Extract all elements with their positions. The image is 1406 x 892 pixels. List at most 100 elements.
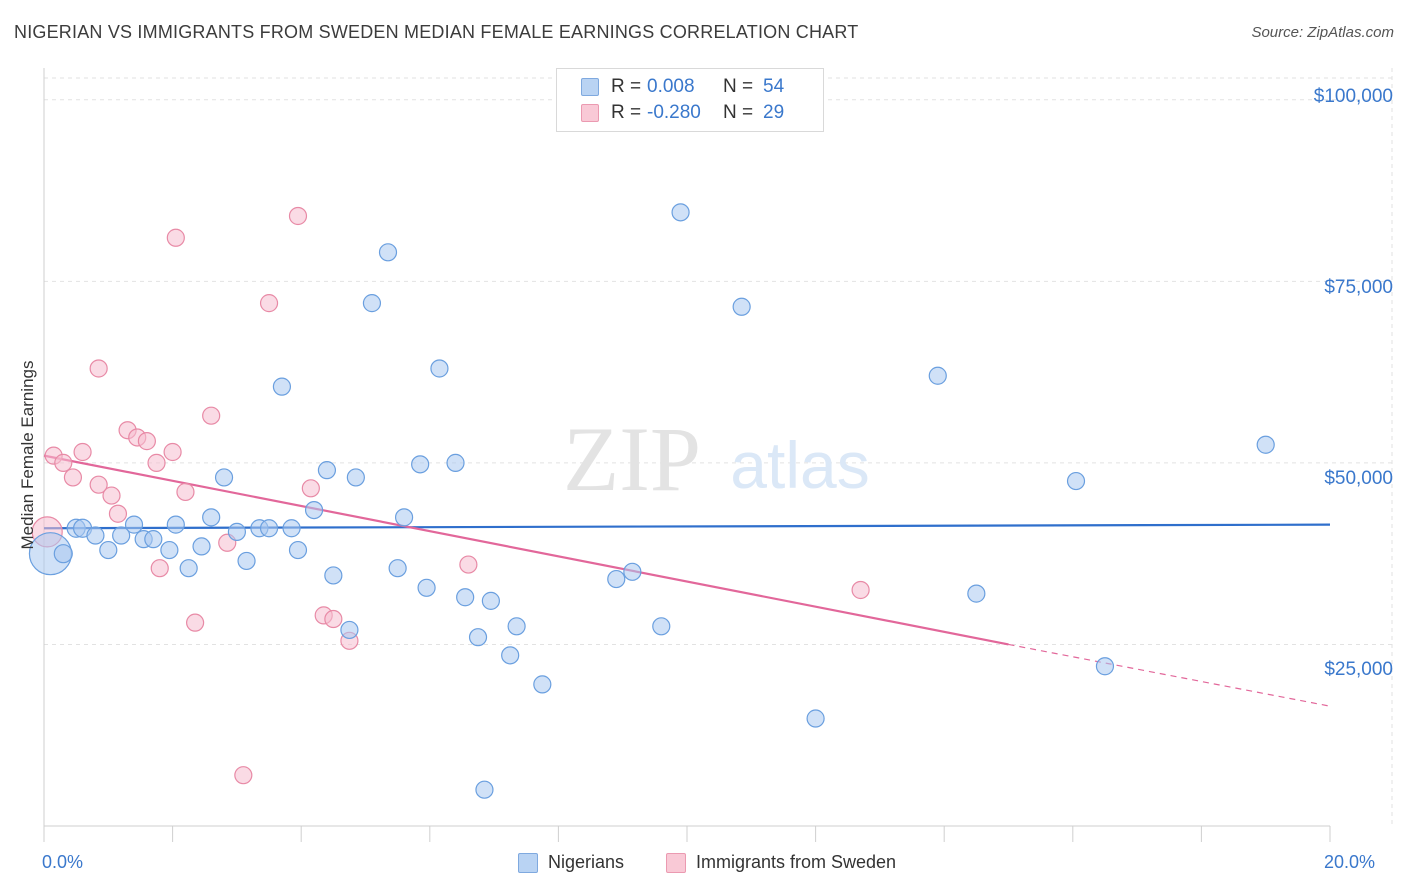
point-sweden <box>176 482 195 502</box>
point-sweden <box>234 766 253 785</box>
point-nigerian <box>456 588 475 607</box>
point-sweden <box>324 609 343 629</box>
stats-row-nigerians: R = 0.008 N = 54 <box>581 75 784 99</box>
point-nigerian <box>533 675 552 694</box>
watermark: ZIP atlas <box>563 408 870 510</box>
swatch-nigerians <box>581 78 599 96</box>
point-nigerian <box>237 551 256 571</box>
n-label: N = <box>723 76 754 97</box>
point-nigerian <box>1095 657 1115 676</box>
point-nigerian <box>411 455 430 474</box>
watermark-atlas: atlas <box>730 428 869 502</box>
point-nigerian <box>112 526 131 545</box>
point-nigerian <box>324 566 343 585</box>
point-nigerian <box>144 530 163 549</box>
point-sweden <box>147 453 166 472</box>
point-nigerian <box>732 297 751 316</box>
data-points <box>28 203 1275 799</box>
n-value: 54 <box>763 76 785 97</box>
point-sweden <box>54 453 73 472</box>
trend-line <box>43 454 1009 646</box>
point-nigerian <box>388 559 407 578</box>
point-sweden <box>459 555 478 574</box>
point-nigerian <box>623 562 642 581</box>
point-nigerian <box>430 359 449 378</box>
point-nigerian <box>967 584 986 603</box>
legend-item-nigerians: Nigerians <box>518 852 624 873</box>
x-axis-max-label: 20.0% <box>1324 852 1376 872</box>
point-sweden <box>63 468 83 487</box>
r-value: -0.280 <box>647 102 701 123</box>
point-sweden <box>186 613 205 632</box>
point-nigerian <box>227 522 246 541</box>
point-nigerian <box>671 203 690 222</box>
point-nigerian <box>288 540 308 560</box>
point-nigerian <box>446 453 465 472</box>
point-nigerian <box>507 617 526 636</box>
point-nigerian <box>124 515 144 534</box>
n-value: 29 <box>763 102 785 123</box>
point-nigerian <box>481 591 500 610</box>
point-nigerian <box>378 243 398 262</box>
point-nigerian <box>468 628 488 647</box>
point-nigerian <box>1066 471 1086 491</box>
swatch-sweden <box>581 104 599 122</box>
point-sweden <box>102 486 121 505</box>
point-nigerian <box>475 780 494 799</box>
legend-item-sweden: Immigrants from Sweden <box>666 852 896 873</box>
point-sweden <box>301 479 320 498</box>
point-nigerian <box>607 569 626 589</box>
point-sweden <box>108 504 128 523</box>
r-value: 0.008 <box>647 76 695 97</box>
point-nigerian <box>362 294 382 313</box>
point-sweden <box>259 294 279 313</box>
y-tick-label: $25,000 <box>1324 659 1393 680</box>
point-sweden <box>163 442 182 462</box>
point-nigerian <box>346 468 365 487</box>
y-axis-title: Median Female Earnings <box>18 360 37 550</box>
point-nigerian <box>282 519 301 538</box>
point-sweden <box>73 442 92 462</box>
point-nigerian <box>86 526 105 545</box>
legend-label-sweden: Immigrants from Sweden <box>696 852 897 872</box>
y-tick-label: $50,000 <box>1324 468 1393 489</box>
point-nigerian <box>806 709 825 728</box>
point-nigerian <box>166 515 185 534</box>
stats-row-sweden: R = -0.280 N = 29 <box>581 101 784 125</box>
axes <box>43 68 1331 842</box>
point-nigerian <box>214 468 234 487</box>
point-sweden <box>202 406 221 425</box>
point-nigerian <box>501 646 520 665</box>
n-label: N = <box>723 102 754 123</box>
point-sweden <box>851 580 870 600</box>
point-nigerian <box>202 508 221 527</box>
gridlines <box>44 68 1393 826</box>
point-sweden <box>150 559 169 578</box>
point-nigerian <box>340 620 359 640</box>
point-nigerian <box>192 537 211 556</box>
chart-title: NIGERIAN VS IMMIGRANTS FROM SWEDEN MEDIA… <box>14 22 859 42</box>
point-nigerian <box>652 617 671 636</box>
source-label: Source: ZipAtlas.com <box>1251 24 1394 41</box>
point-nigerian <box>317 461 337 480</box>
point-nigerian <box>179 559 198 578</box>
point-nigerian <box>53 544 73 564</box>
point-sweden <box>89 359 108 378</box>
point-nigerian <box>417 578 436 597</box>
point-nigerian <box>160 540 179 560</box>
stats-legend: R = 0.008 N = 54 R = -0.280 N = 29 <box>556 68 824 132</box>
y-tick-label: $100,000 <box>1313 86 1393 107</box>
point-sweden <box>137 432 156 451</box>
trend-line-extension <box>1008 643 1331 707</box>
x-axis-min-label: 0.0% <box>42 852 84 872</box>
point-nigerian <box>259 519 279 538</box>
point-sweden <box>288 206 308 226</box>
point-nigerian <box>99 540 118 560</box>
legend-swatch-nigerians <box>518 852 538 873</box>
point-nigerian <box>272 377 292 396</box>
r-label: R = <box>611 102 642 123</box>
y-tick-label: $75,000 <box>1324 277 1393 298</box>
watermark-zip: ZIP <box>563 408 701 510</box>
point-sweden <box>89 475 108 494</box>
